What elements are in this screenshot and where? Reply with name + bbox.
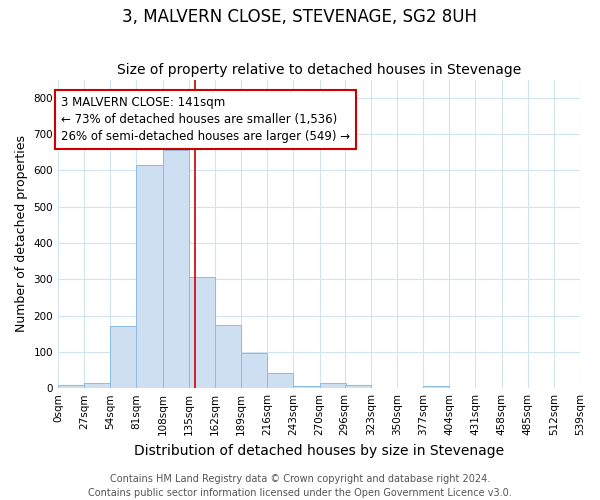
Bar	[344, 384, 371, 388]
Text: 3 MALVERN CLOSE: 141sqm
← 73% of detached houses are smaller (1,536)
26% of semi: 3 MALVERN CLOSE: 141sqm ← 73% of detache…	[61, 96, 350, 143]
Bar	[267, 373, 293, 388]
Bar	[215, 324, 241, 388]
Bar	[320, 382, 346, 388]
Bar	[423, 386, 449, 388]
Bar	[84, 384, 110, 388]
Bar	[58, 386, 84, 388]
Text: Contains HM Land Registry data © Crown copyright and database right 2024.
Contai: Contains HM Land Registry data © Crown c…	[88, 474, 512, 498]
Bar	[293, 386, 320, 388]
Bar	[189, 278, 215, 388]
Text: 3, MALVERN CLOSE, STEVENAGE, SG2 8UH: 3, MALVERN CLOSE, STEVENAGE, SG2 8UH	[122, 8, 478, 26]
Bar	[163, 150, 189, 388]
X-axis label: Distribution of detached houses by size in Stevenage: Distribution of detached houses by size …	[134, 444, 504, 458]
Bar	[110, 326, 136, 388]
Bar	[241, 353, 267, 388]
Y-axis label: Number of detached properties: Number of detached properties	[15, 136, 28, 332]
Bar	[136, 165, 163, 388]
Title: Size of property relative to detached houses in Stevenage: Size of property relative to detached ho…	[117, 63, 521, 77]
